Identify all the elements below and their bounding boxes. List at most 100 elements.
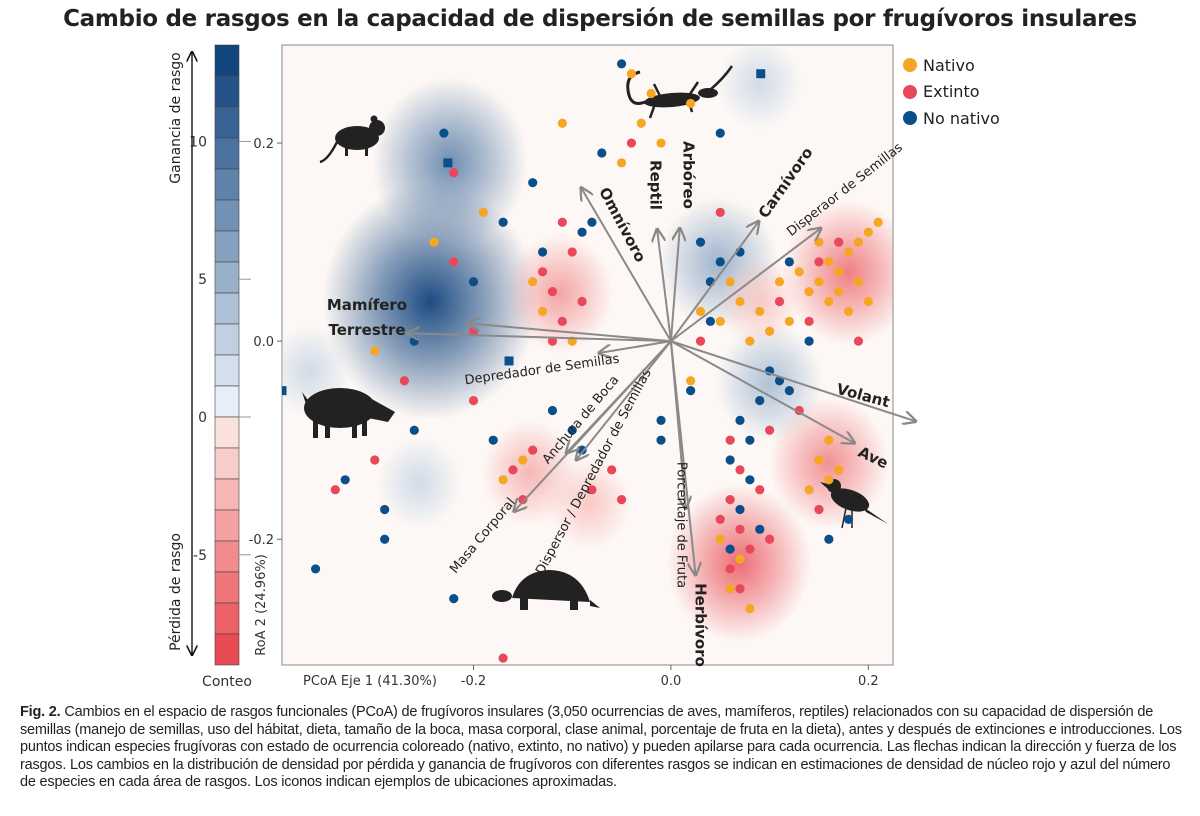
legend-item-no-nativo: No nativo: [903, 105, 1000, 132]
point-no-nativo: [784, 386, 794, 396]
arrow-label: Reptil: [647, 160, 665, 210]
legend-label: Nativo: [923, 55, 975, 75]
point-nativo: [715, 316, 725, 326]
point-nativo: [626, 69, 637, 79]
point-nativo: [804, 485, 814, 495]
point-extinto: [765, 534, 775, 544]
point-nativo: [863, 227, 873, 237]
point-extinto: [774, 296, 785, 307]
colorbar-tick-label: -5: [193, 548, 207, 564]
point-no-nativo: [587, 217, 597, 227]
legend-swatch: [903, 84, 917, 99]
point-nativo: [735, 554, 745, 564]
point-nativo: [834, 465, 844, 475]
point-extinto: [715, 207, 725, 217]
point-no-nativo: [310, 564, 321, 574]
legend-item-nativo: Nativo: [903, 52, 1000, 79]
legend-label: No nativo: [923, 108, 1000, 128]
point-extinto: [557, 217, 567, 227]
point-no-nativo: [449, 594, 459, 604]
trait-arrow: [576, 340, 672, 460]
x-tick-label: 0.2: [858, 674, 879, 689]
point-extinto: [449, 257, 459, 267]
colorbar-cell: [214, 602, 240, 635]
trait-arrow: [669, 341, 686, 508]
points-layer: [282, 59, 883, 663]
point-extinto: [498, 653, 508, 663]
point-nativo: [834, 267, 844, 277]
point-no-nativo: [498, 217, 508, 227]
gain-label: Ganancia de rasgo: [168, 52, 184, 183]
point-no-nativo: [439, 128, 449, 138]
colorbar-cell: [214, 447, 240, 480]
y-tick-label: 0.0: [253, 335, 274, 350]
density-gain-peak: [717, 45, 802, 130]
point-no-nativo: [488, 435, 498, 445]
point-extinto: [755, 485, 765, 495]
point-extinto: [765, 425, 775, 435]
point-extinto: [814, 504, 824, 515]
caption-text: Cambios en el espacio de rasgos funciona…: [20, 704, 1182, 790]
icon-layer: [302, 65, 888, 610]
point-nativo: [774, 277, 785, 287]
point-extinto: [547, 287, 558, 297]
point-nativo: [804, 287, 814, 297]
point-nativo: [725, 584, 735, 594]
point-nativo: [518, 455, 528, 465]
point-nativo: [853, 237, 864, 247]
arrow-label: Mamífero: [327, 296, 407, 314]
point-no-nativo: [547, 405, 558, 416]
point-nativo: [824, 435, 834, 445]
arrow-label: Herbívoro: [692, 583, 710, 667]
point-no-nativo: [824, 534, 834, 544]
point-nativo: [429, 237, 439, 247]
point-extinto: [725, 495, 735, 505]
point-nativo: [873, 217, 883, 227]
point-nativo: [814, 237, 824, 247]
point-no-nativo: [705, 316, 715, 326]
point-nativo: [834, 287, 844, 297]
density-gain-peak: [322, 182, 539, 421]
colorbar-cell: [214, 168, 240, 201]
trait-arrow: [670, 340, 855, 443]
point-no-nativo: [843, 514, 854, 525]
point-no-nativo: [409, 425, 419, 435]
point-no-nativo: [686, 386, 696, 396]
point-extinto: [834, 237, 844, 247]
point-no-nativo: [695, 237, 706, 247]
point-extinto: [735, 465, 745, 475]
point-nativo: [537, 306, 548, 317]
point-nativo: [745, 336, 755, 346]
point-extinto: [607, 465, 617, 475]
trait-arrow: [670, 340, 916, 421]
point-nativo: [745, 603, 755, 614]
point-extinto: [735, 524, 745, 534]
point-nativo: [370, 346, 380, 356]
density-loss-peak: [546, 457, 631, 550]
density-loss-peak: [717, 255, 802, 348]
colorbar-cell: [214, 416, 240, 449]
point-nativo: [725, 277, 735, 287]
point-nativo: [695, 306, 706, 317]
point-extinto: [468, 395, 479, 406]
arrow-label: Terrestre: [328, 321, 405, 339]
caption-label: Fig. 2.: [20, 704, 61, 720]
colorbar-cell: [214, 478, 240, 511]
point-extinto: [547, 336, 558, 346]
point-extinto: [449, 168, 459, 178]
point-no-nativo: [537, 247, 548, 257]
y-tick-label: -0.2: [249, 533, 274, 548]
x-axis-label: PCoA Eje 1 (41.30%): [303, 674, 437, 689]
point-extinto: [330, 485, 340, 495]
trait-arrow: [468, 323, 671, 343]
point-nativo: [478, 207, 488, 217]
point-nativo: [814, 277, 824, 287]
point-no-nativo: [745, 435, 755, 445]
point-extinto: [557, 316, 567, 326]
point-no-nativo: [380, 534, 390, 544]
tortoise-icon: [492, 570, 600, 610]
point-no-nativo-square: [504, 356, 514, 366]
point-no-nativo: [616, 59, 627, 69]
rat-icon: [319, 115, 385, 164]
